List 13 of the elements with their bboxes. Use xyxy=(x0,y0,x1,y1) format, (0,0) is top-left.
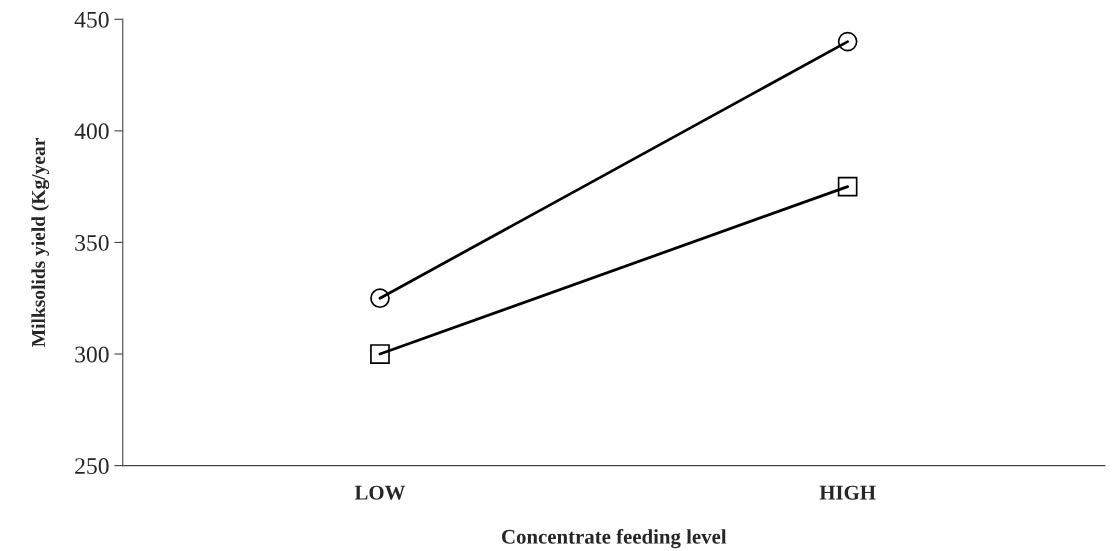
point xyxy=(837,31,858,52)
y-axis-title: Milksolids yield (Kg/year xyxy=(31,138,50,347)
point xyxy=(837,176,858,197)
x-axis-title: Concentrate feeding level xyxy=(502,528,727,549)
x-tick-label: LOW xyxy=(354,485,406,500)
y-tick-label: 250 xyxy=(75,458,109,475)
point xyxy=(370,288,390,309)
point xyxy=(370,344,390,364)
y-tick-label: 300 xyxy=(75,346,109,363)
x-tick-label: HIGH xyxy=(819,485,876,500)
y-tick-label: 450 xyxy=(74,11,109,28)
y-tick-label: 350 xyxy=(75,234,109,251)
y-tick-label: 400 xyxy=(74,123,109,140)
